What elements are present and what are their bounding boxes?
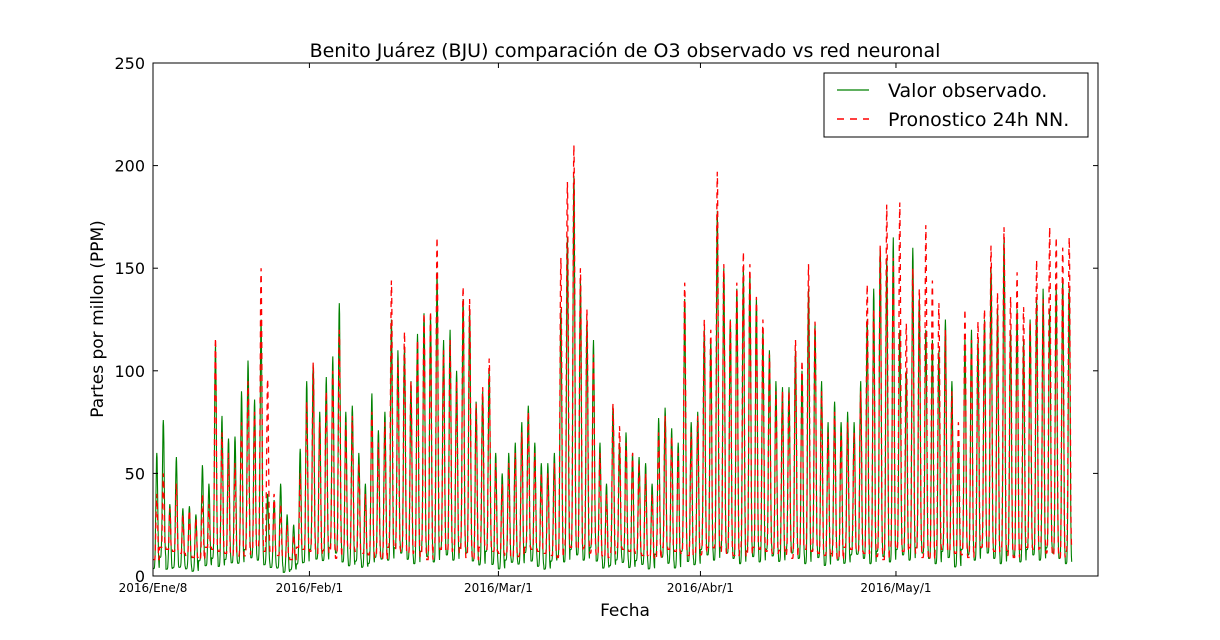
plot-lines <box>152 145 1073 573</box>
x-tick-label: 2016/Abr/1 <box>667 581 734 595</box>
x-tick-label: 2016/May/1 <box>860 581 931 595</box>
y-tick-label: 100 <box>114 362 145 381</box>
plot-area-frame <box>152 62 1099 577</box>
y-tick-label: 250 <box>114 54 145 73</box>
series-line-forecast <box>153 145 1073 561</box>
y-tick-label: 50 <box>125 464 145 483</box>
x-tick-label: 2016/Ene/8 <box>119 581 188 595</box>
legend-label-forecast: Pronostico 24h NN. <box>888 109 1069 131</box>
y-tick-label: 200 <box>114 157 145 176</box>
legend: Valor observado. Pronostico 24h NN. <box>823 72 1089 138</box>
legend-label-observed: Valor observado. <box>888 80 1047 102</box>
legend-box <box>823 72 1089 138</box>
x-tick-label: 2016/Feb/1 <box>276 581 344 595</box>
y-axis-title: Partes por millon (PPM) <box>88 220 108 418</box>
x-axis-title: Fecha <box>600 601 650 621</box>
y-tick-label: 150 <box>114 259 145 278</box>
x-axis: 2016/Ene/8 2016/Feb/1 2016/Mar/1 2016/Abr/1… <box>119 63 932 595</box>
y-tick-label: 0 <box>135 567 145 586</box>
chart-title: Benito Juárez (BJU) comparación de O3 ob… <box>310 40 941 62</box>
y-axis: 0 50 100 150 200 250 <box>114 54 1098 586</box>
x-tick-label: 2016/Mar/1 <box>464 581 533 595</box>
